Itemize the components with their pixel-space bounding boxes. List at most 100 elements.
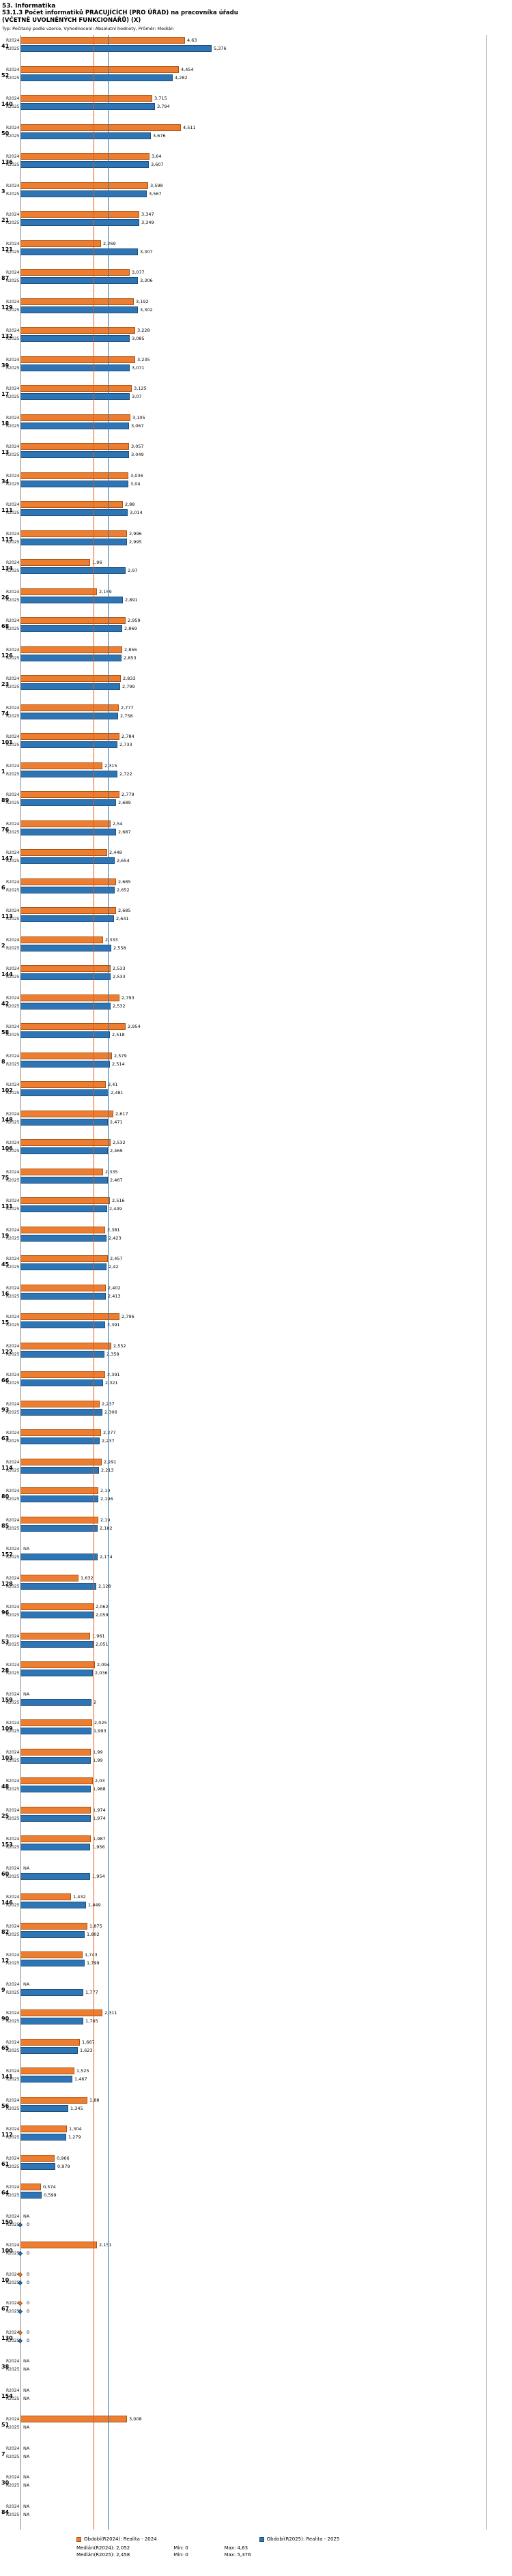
bar-r2024 — [20, 849, 107, 857]
bar-group: 134 R2024 1,96 R2025 2,97 — [0, 557, 512, 586]
bar-row-r2024: R2024 3,057 — [0, 443, 512, 450]
legend-item-r2024: Období(R2024): Realita - 2024 — [76, 2536, 157, 2542]
bar-r2025 — [20, 567, 126, 575]
group-id-label: 82 — [1, 1928, 10, 1935]
value-label: 1,432 — [73, 1894, 86, 1900]
bar-group: 140 R2024 3,715 R2025 3,794 — [0, 93, 512, 122]
group-id-label: 41 — [1, 43, 10, 50]
bar-r2024 — [20, 1284, 106, 1291]
na-value-label: NA — [23, 2445, 30, 2451]
value-label: 0,966 — [57, 2155, 70, 2161]
value-label: 2,128 — [98, 1583, 111, 1589]
bar-group: 132 R2024 3,228 R2025 3,085 — [0, 325, 512, 354]
value-label: 2,758 — [120, 713, 133, 719]
series-tick-label: R2025 — [6, 771, 20, 777]
bar-row-r2025: R2025 1,988 — [0, 1786, 512, 1793]
bar-r2025 — [20, 1002, 111, 1010]
bar-r2024 — [20, 1777, 93, 1785]
series-tick-label: R2024 — [6, 1923, 20, 1929]
bar-r2024 — [20, 559, 90, 567]
bar-group: 67 R2024 0 R2025 0 — [0, 2298, 512, 2327]
value-label: 2,799 — [122, 684, 135, 690]
series-tick-label: R2025 — [6, 365, 20, 371]
value-label: 2,333 — [105, 936, 118, 943]
bar-row-r2025: R2025 1,849 — [0, 1902, 512, 1909]
value-label: 2,321 — [105, 1380, 118, 1386]
group-id-label: 113 — [1, 913, 13, 920]
na-value-label: NA — [23, 2395, 30, 2401]
group-id-label: 3 — [1, 188, 5, 195]
series-tick-label: R2025 — [6, 2454, 20, 2459]
bar-row-r2025: R2025 1,279 — [0, 2134, 512, 2141]
series-tick-label: R2025 — [6, 2164, 20, 2169]
bar-r2024 — [20, 443, 129, 450]
value-label: 3,349 — [141, 220, 154, 226]
bar-r2024 — [20, 1487, 98, 1495]
series-tick-label: R2024 — [6, 299, 20, 304]
series-tick-label: R2025 — [6, 1381, 20, 1386]
group-id-label: 12 — [1, 1958, 10, 1964]
value-label: 2,159 — [99, 588, 112, 595]
value-label: 0 — [27, 2279, 30, 2285]
series-tick-label: R2025 — [6, 2309, 20, 2315]
bar-row-r2025: R2025 2,174 — [0, 1554, 512, 1561]
legend-label-r2025: Období(R2025): Realita - 2025 — [266, 2536, 340, 2543]
bar-row-r2025: R2025 0 — [0, 2279, 512, 2287]
bar-group: 153 R2024 1,987 R2025 1,956 — [0, 1833, 512, 1863]
bar-r2025 — [20, 1988, 83, 1996]
series-tick-label: R2024 — [6, 1315, 20, 1320]
group-id-label: 76 — [1, 826, 10, 833]
bar-row-r2025: R2025 2,97 — [0, 567, 512, 575]
bar-row-r2024: R2024 2,381 — [0, 1226, 512, 1234]
series-tick-label: R2024 — [6, 1169, 20, 1175]
na-value-label: NA — [23, 2482, 30, 2489]
group-id-label: 89 — [1, 797, 10, 804]
bar-group: 147 R2024 2,448 R2025 2,654 — [0, 847, 512, 876]
bar-group: 103 R2024 1,99 R2025 1,99 — [0, 1747, 512, 1776]
series-tick-label: R2024 — [6, 2301, 20, 2306]
bar-row-r2024: R2024 2,552 — [0, 1342, 512, 1350]
value-label: 2,051 — [96, 1641, 109, 1647]
group-id-label: 132 — [1, 333, 13, 340]
bar-row-r2024: R2024 NA — [0, 1981, 512, 1988]
bar-row-r2024: R2024 3,228 — [0, 327, 512, 334]
series-tick-label: R2025 — [6, 859, 20, 864]
bar-row-r2024: R2024 2,784 — [0, 733, 512, 741]
group-id-label: 51 — [1, 2422, 10, 2429]
series-tick-label: R2024 — [6, 2098, 20, 2103]
bar-row-r2024: R2024 0 — [0, 2329, 512, 2336]
series-tick-label: R2024 — [6, 2417, 20, 2422]
bar-row-r2024: R2024 3,008 — [0, 2416, 512, 2423]
bar-r2024 — [20, 1139, 111, 1147]
group-id-label: 100 — [1, 2248, 13, 2255]
value-label: 3,228 — [137, 328, 150, 334]
series-tick-label: R2024 — [6, 2504, 20, 2509]
bar-r2025 — [20, 2018, 83, 2025]
series-tick-label: R2024 — [6, 2069, 20, 2074]
bar-row-r2024: R2024 2,277 — [0, 1429, 512, 1437]
group-id-label: 50 — [1, 130, 10, 137]
bar-r2024 — [20, 1081, 106, 1089]
value-label: 2,891 — [125, 597, 138, 603]
max-r2025-text: Max: 5,376 — [224, 2552, 251, 2558]
bar-r2025 — [20, 1060, 110, 1068]
bar-row-r2024: R2024 3,077 — [0, 269, 512, 276]
bar-r2024 — [20, 1574, 79, 1582]
bar-group: 111 R2024 2,88 R2025 3,014 — [0, 499, 512, 528]
group-id-label: 68 — [1, 623, 10, 630]
series-tick-label: R2024 — [6, 1837, 20, 1842]
bar-r2025 — [20, 683, 120, 691]
bar-row-r2024: R2024 0 — [0, 2300, 512, 2307]
bar-row-r2025: R2025 3,607 — [0, 161, 512, 169]
bar-r2025 — [20, 1031, 110, 1039]
value-label: 3,607 — [151, 162, 164, 168]
bar-row-r2024: R2024 2,03 — [0, 1777, 512, 1785]
bar-row-r2025: R2025 3,014 — [0, 509, 512, 517]
series-tick-label: R2024 — [6, 2475, 20, 2480]
series-tick-label: R2025 — [6, 395, 20, 400]
group-id-label: 17 — [1, 391, 10, 398]
bar-group: 90 R2024 2,311 R2025 1,765 — [0, 2007, 512, 2037]
bar-group: 8 R2024 2,579 R2025 2,514 — [0, 1050, 512, 1080]
series-tick-label: R2025 — [6, 1265, 20, 1270]
bar-row-r2024: R2024 2,856 — [0, 646, 512, 654]
